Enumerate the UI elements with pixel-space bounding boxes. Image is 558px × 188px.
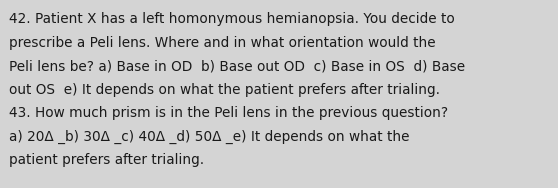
Text: 42. Patient X has a left homonymous hemianopsia. You decide to: 42. Patient X has a left homonymous hemi… (9, 12, 455, 26)
Text: prescribe a Peli lens. Where and in what orientation would the: prescribe a Peli lens. Where and in what… (9, 36, 436, 49)
Text: a) 20Δ _b) 30Δ _c) 40Δ _d) 50Δ _e) It depends on what the: a) 20Δ _b) 30Δ _c) 40Δ _d) 50Δ _e) It de… (9, 130, 410, 144)
Text: patient prefers after trialing.: patient prefers after trialing. (9, 153, 204, 167)
Text: out OS  e) It depends on what the patient prefers after trialing.: out OS e) It depends on what the patient… (9, 83, 440, 96)
Text: Peli lens be? a) Base in OD  b) Base out OD  c) Base in OS  d) Base: Peli lens be? a) Base in OD b) Base out … (9, 59, 465, 73)
Text: 43. How much prism is in the Peli lens in the previous question?: 43. How much prism is in the Peli lens i… (9, 106, 448, 120)
